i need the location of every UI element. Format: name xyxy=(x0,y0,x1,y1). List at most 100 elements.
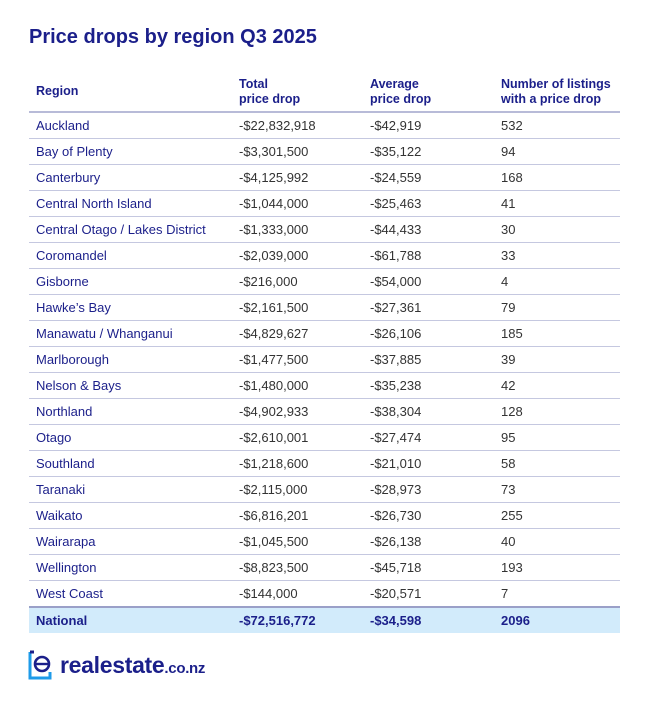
table-row: Central Otago / Lakes District -$1,333,00… xyxy=(29,216,620,243)
table-row: Wairarapa -$1,045,500 -$26,138 40 xyxy=(29,528,620,555)
listings-count-cell: 73 xyxy=(494,476,620,503)
listings-count-cell: 41 xyxy=(494,190,620,217)
region-cell: Gisborne xyxy=(29,268,232,295)
column-header: Average price drop xyxy=(363,72,494,113)
total-price-drop-cell: -$2,039,000 xyxy=(232,242,363,269)
page-title: Price drops by region Q3 2025 xyxy=(29,26,317,48)
total-price-drop-cell: -$4,902,933 xyxy=(232,398,363,425)
region-cell: Wellington xyxy=(29,554,232,581)
average-price-drop-cell: -$27,474 xyxy=(363,424,494,451)
total-price-drop-cell: -$72,516,772 xyxy=(232,606,363,633)
listings-count-cell: 4 xyxy=(494,268,620,295)
table-row: Bay of Plenty -$3,301,500 -$35,122 94 xyxy=(29,138,620,165)
listings-count-cell: 40 xyxy=(494,528,620,555)
table-row: Hawke’s Bay -$2,161,500 -$27,361 79 xyxy=(29,294,620,321)
listings-count-cell: 128 xyxy=(494,398,620,425)
region-cell: Marlborough xyxy=(29,346,232,373)
column-header-line: Total xyxy=(239,76,268,91)
listings-count-cell: 2096 xyxy=(494,606,620,633)
total-price-drop-cell: -$1,218,600 xyxy=(232,450,363,477)
region-cell: Central Otago / Lakes District xyxy=(29,216,232,243)
region-cell: Otago xyxy=(29,424,232,451)
listings-count-cell: 30 xyxy=(494,216,620,243)
average-price-drop-cell: -$44,433 xyxy=(363,216,494,243)
average-price-drop-cell: -$24,559 xyxy=(363,164,494,191)
column-header-line: price drop xyxy=(370,91,432,106)
listings-count-cell: 168 xyxy=(494,164,620,191)
region-cell: Coromandel xyxy=(29,242,232,269)
region-cell: Taranaki xyxy=(29,476,232,503)
column-header-line: price drop xyxy=(239,91,301,106)
total-price-drop-cell: -$1,480,000 xyxy=(232,372,363,399)
total-price-drop-cell: -$144,000 xyxy=(232,580,363,608)
listings-count-cell: 532 xyxy=(494,112,620,139)
region-cell: Auckland xyxy=(29,112,232,139)
region-cell: Hawke’s Bay xyxy=(29,294,232,321)
column-header-line: Region xyxy=(36,84,79,98)
region-cell: Manawatu / Whanganui xyxy=(29,320,232,347)
column-header: Total price drop xyxy=(232,72,363,113)
total-row: National -$72,516,772 -$34,598 2096 xyxy=(29,606,620,633)
total-price-drop-cell: -$2,161,500 xyxy=(232,294,363,321)
average-price-drop-cell: -$20,571 xyxy=(363,580,494,608)
average-price-drop-cell: -$25,463 xyxy=(363,190,494,217)
listings-count-cell: 95 xyxy=(494,424,620,451)
logo-wordmark: realestate.co.nz xyxy=(60,651,206,678)
total-price-drop-cell: -$1,044,000 xyxy=(232,190,363,217)
average-price-drop-cell: -$28,973 xyxy=(363,476,494,503)
region-cell: Waikato xyxy=(29,502,232,529)
total-price-drop-cell: -$22,832,918 xyxy=(232,112,363,139)
listings-count-cell: 39 xyxy=(494,346,620,373)
region-cell: Canterbury xyxy=(29,164,232,191)
total-price-drop-cell: -$4,829,627 xyxy=(232,320,363,347)
average-price-drop-cell: -$61,788 xyxy=(363,242,494,269)
price-drops-table: Region Total price drop Average price drop Nu… xyxy=(29,72,620,633)
region-cell: Northland xyxy=(29,398,232,425)
table-header-row: Region Total price drop Average price drop Nu… xyxy=(29,72,620,113)
total-price-drop-cell: -$2,115,000 xyxy=(232,476,363,503)
total-price-drop-cell: -$3,301,500 xyxy=(232,138,363,165)
average-price-drop-cell: -$26,730 xyxy=(363,502,494,529)
column-header-line: with a price drop xyxy=(501,91,602,106)
average-price-drop-cell: -$35,238 xyxy=(363,372,494,399)
total-price-drop-cell: -$8,823,500 xyxy=(232,554,363,581)
total-price-drop-cell: -$4,125,992 xyxy=(232,164,363,191)
region-cell: Southland xyxy=(29,450,232,477)
total-price-drop-cell: -$1,333,000 xyxy=(232,216,363,243)
table-row: Southland -$1,218,600 -$21,010 58 xyxy=(29,450,620,477)
column-header-line: Average xyxy=(370,76,419,91)
average-price-drop-cell: -$35,122 xyxy=(363,138,494,165)
realestate-logo: realestate.co.nz xyxy=(28,650,205,680)
average-price-drop-cell: -$54,000 xyxy=(363,268,494,295)
average-price-drop-cell: -$26,138 xyxy=(363,528,494,555)
realestate-logo-icon xyxy=(28,650,52,680)
total-price-drop-cell: -$1,477,500 xyxy=(232,346,363,373)
region-cell: Wairarapa xyxy=(29,528,232,555)
table-row: Wellington -$8,823,500 -$45,718 193 xyxy=(29,554,620,581)
listings-count-cell: 94 xyxy=(494,138,620,165)
region-cell: Bay of Plenty xyxy=(29,138,232,165)
average-price-drop-cell: -$27,361 xyxy=(363,294,494,321)
total-price-drop-cell: -$216,000 xyxy=(232,268,363,295)
table-row: Coromandel -$2,039,000 -$61,788 33 xyxy=(29,242,620,269)
average-price-drop-cell: -$42,919 xyxy=(363,112,494,139)
average-price-drop-cell: -$37,885 xyxy=(363,346,494,373)
column-header: Number of listings with a price drop xyxy=(494,72,620,113)
table-row: Gisborne -$216,000 -$54,000 4 xyxy=(29,268,620,295)
table-row: Central North Island -$1,044,000 -$25,463 4… xyxy=(29,190,620,217)
table-row: Northland -$4,902,933 -$38,304 128 xyxy=(29,398,620,425)
region-cell: Central North Island xyxy=(29,190,232,217)
table-row: Manawatu / Whanganui -$4,829,627 -$26,106 1… xyxy=(29,320,620,347)
average-price-drop-cell: -$21,010 xyxy=(363,450,494,477)
listings-count-cell: 42 xyxy=(494,372,620,399)
column-header-line: Number of listings xyxy=(501,76,611,91)
region-cell: National xyxy=(29,606,232,633)
column-header: Region xyxy=(29,72,232,113)
listings-count-cell: 255 xyxy=(494,502,620,529)
average-price-drop-cell: -$38,304 xyxy=(363,398,494,425)
listings-count-cell: 79 xyxy=(494,294,620,321)
listings-count-cell: 7 xyxy=(494,580,620,608)
total-price-drop-cell: -$2,610,001 xyxy=(232,424,363,451)
table-row: Nelson & Bays -$1,480,000 -$35,238 42 xyxy=(29,372,620,399)
total-price-drop-cell: -$6,816,201 xyxy=(232,502,363,529)
